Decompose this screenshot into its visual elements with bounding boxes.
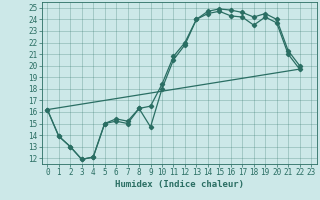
X-axis label: Humidex (Indice chaleur): Humidex (Indice chaleur) [115,180,244,189]
